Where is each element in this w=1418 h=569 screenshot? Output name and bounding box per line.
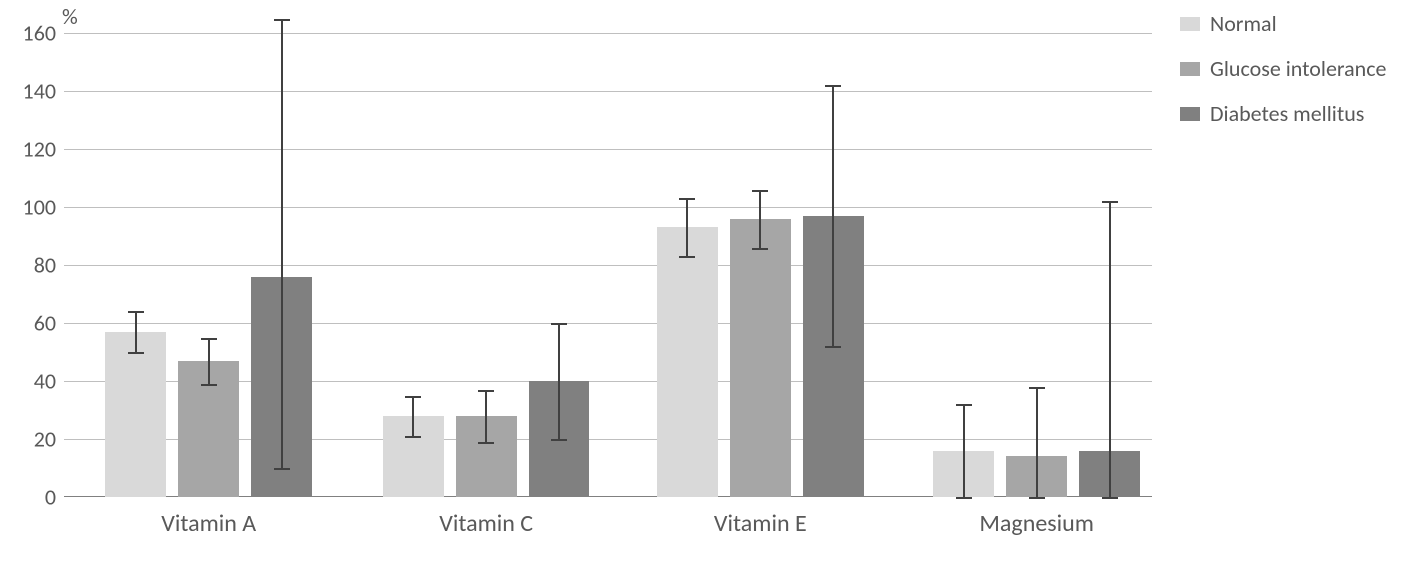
bar-normal [105,332,166,497]
y-tick-label: 120 [23,136,56,163]
y-tick-label: 40 [34,368,56,395]
y-tick-label: 100 [23,194,56,221]
legend-label: Glucose intolerance [1210,55,1386,82]
bar-chart: % 020406080100120140160Vitamin AVitamin … [0,0,1418,569]
gridline [64,91,1152,92]
legend-swatch [1180,62,1200,76]
bar-glucose [730,219,791,497]
legend-item: Diabetes mellitus [1180,100,1386,127]
x-category-label: Magnesium [979,509,1094,538]
plot-area: 020406080100120140160Vitamin AVitamin CV… [64,33,1152,497]
gridline [64,265,1152,266]
y-tick-label: 140 [23,78,56,105]
legend: Normal Glucose intolerance Diabetes mellit… [1180,10,1386,145]
bar-normal [657,227,718,497]
y-axis-unit: % [62,3,78,30]
legend-swatch [1180,107,1200,121]
y-tick-label: 80 [34,252,56,279]
y-tick-label: 0 [45,484,56,511]
legend-item: Glucose intolerance [1180,55,1386,82]
y-tick-label: 20 [34,426,56,453]
x-category-label: Vitamin E [714,509,807,538]
gridline [64,323,1152,324]
legend-item: Normal [1180,10,1386,37]
gridline [64,33,1152,34]
y-tick-label: 60 [34,310,56,337]
gridline [64,207,1152,208]
x-category-label: Vitamin C [439,509,533,538]
legend-label: Normal [1210,10,1277,37]
x-category-label: Vitamin A [161,509,256,538]
gridline [64,149,1152,150]
legend-swatch [1180,17,1200,31]
y-tick-label: 160 [23,20,56,47]
legend-label: Diabetes mellitus [1210,100,1364,127]
